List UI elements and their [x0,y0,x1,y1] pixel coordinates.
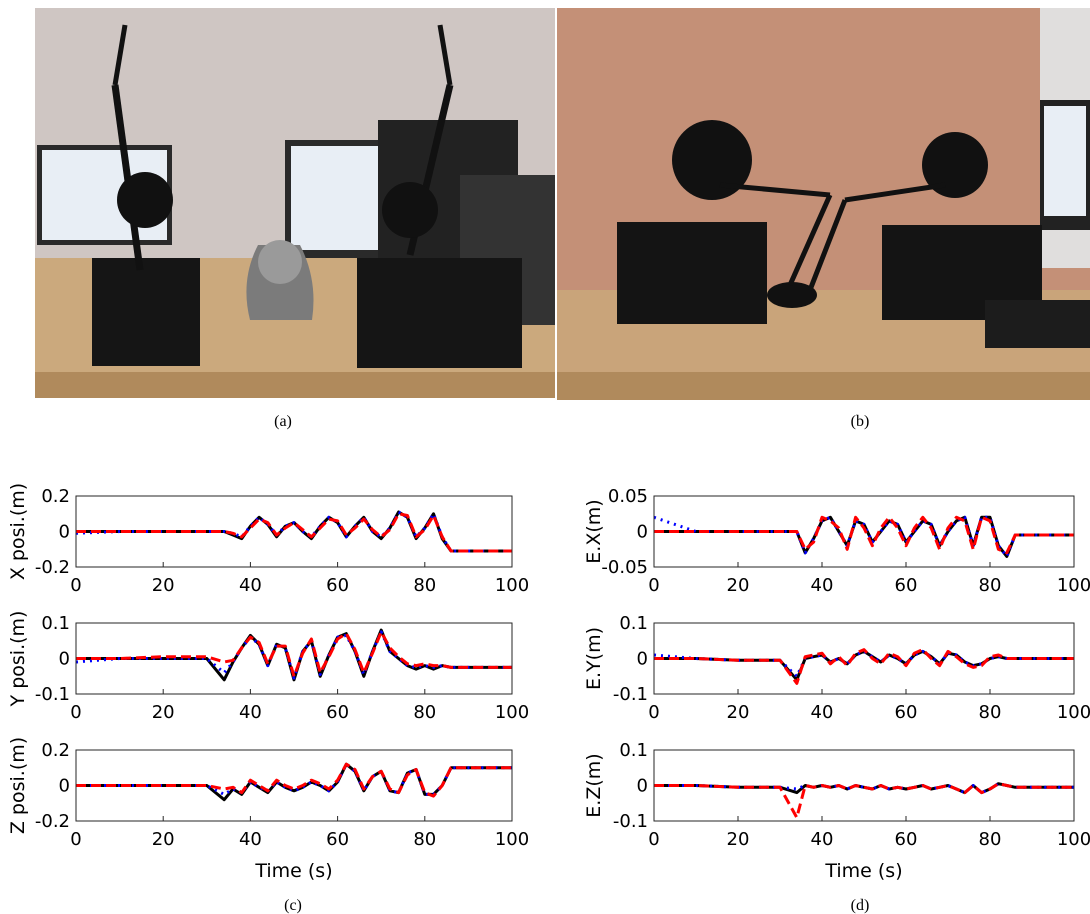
x-tick-label: 20 [152,575,175,596]
x-tick-label: 100 [1057,829,1090,850]
y-tick-label: 0.2 [41,486,70,507]
y-tick-label: 0.05 [608,486,648,507]
photo-a [35,8,555,398]
y-tick-label: -0.1 [613,684,648,705]
series-line [76,630,512,678]
x-tick-label: 100 [1057,702,1090,723]
series-line [653,649,1074,678]
x-axis-label: Time (s) [824,860,902,882]
x-axis-label: Time (s) [254,860,332,882]
y-axis-label: Z posi.(m) [7,737,29,834]
x-tick-label: 0 [648,575,659,596]
x-tick-label: 20 [727,702,750,723]
y-tick-label: 0 [637,522,648,543]
x-tick-label: 80 [413,829,436,850]
x-tick-label: 40 [811,702,834,723]
y-tick-label: 0 [59,776,70,797]
series-line [654,782,1074,819]
series-line [76,762,512,802]
plot-frame [653,622,1075,695]
plot-frame [75,495,513,568]
y-axis-label: E.Z(m) [583,753,605,817]
series-line [76,762,512,798]
series-line [654,648,1074,685]
x-tick-label: 60 [326,702,349,723]
x-tick-label: 60 [895,575,918,596]
x-tick-label: 40 [811,829,834,850]
plot-frame [653,749,1075,822]
series-line [76,512,512,553]
plot-frame [75,622,513,695]
x-tick-label: 20 [152,829,175,850]
x-tick-label: 40 [239,702,262,723]
panel-caption: (c) [284,897,302,914]
x-tick-label: 0 [70,702,81,723]
y-tick-label: -0.2 [35,557,70,578]
y-axis-label: X posi.(m) [7,483,29,580]
x-tick-label: 0 [648,702,659,723]
x-tick-label: 80 [979,575,1002,596]
x-tick-label: 80 [413,575,436,596]
x-tick-label: 100 [495,702,529,723]
y-tick-label: 0 [59,522,70,543]
photo-caption: (b) [851,413,870,430]
y-tick-label: -0.2 [35,811,70,832]
series-line [653,515,1074,558]
x-tick-label: 80 [979,702,1002,723]
plot-frame [653,495,1075,568]
y-tick-label: -0.05 [601,557,648,578]
photo-caption: (a) [274,413,292,430]
y-tick-label: 0 [637,649,648,670]
x-tick-label: 60 [326,575,349,596]
x-tick-label: 20 [727,575,750,596]
x-tick-label: 100 [495,829,529,850]
panel-caption: (d) [851,897,870,914]
x-tick-label: 40 [811,575,834,596]
x-tick-label: 60 [895,702,918,723]
plot-frame [75,749,513,822]
photo-b [557,8,1090,400]
y-tick-label: -0.1 [35,684,70,705]
series-line [76,762,512,796]
x-tick-label: 100 [1057,575,1090,596]
x-tick-label: 100 [495,575,529,596]
y-tick-label: 0 [637,776,648,797]
x-tick-label: 80 [413,702,436,723]
x-tick-label: 80 [979,829,1002,850]
y-axis-label: E.Y(m) [583,627,605,690]
y-tick-label: -0.1 [613,811,648,832]
x-tick-label: 40 [239,829,262,850]
x-tick-label: 0 [70,575,81,596]
y-axis-label: Y posi.(m) [7,611,29,708]
y-axis-label: E.X(m) [583,499,605,563]
y-tick-label: 0.1 [619,740,648,761]
y-tick-label: 0.1 [41,613,70,634]
y-tick-label: 0.2 [41,740,70,761]
series-line [654,649,1074,682]
x-tick-label: 20 [152,702,175,723]
x-tick-label: 0 [648,829,659,850]
x-tick-label: 0 [70,829,81,850]
y-tick-label: 0 [59,649,70,670]
series-line [75,510,512,553]
series-line [654,515,1074,555]
y-tick-label: 0.1 [619,613,648,634]
x-tick-label: 60 [326,829,349,850]
x-tick-label: 20 [727,829,750,850]
x-tick-label: 40 [239,575,262,596]
x-tick-label: 60 [895,829,918,850]
